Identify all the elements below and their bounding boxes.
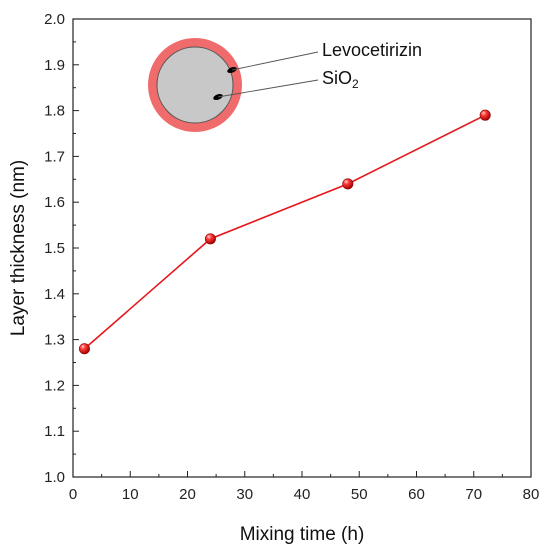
y-tick-label: 1.7 — [44, 148, 65, 165]
y-tick-label: 1.0 — [44, 469, 65, 486]
y-tick-label: 1.1 — [44, 423, 65, 440]
y-tick-label: 1.4 — [44, 286, 65, 303]
shell-label: Levocetirizin — [322, 40, 422, 60]
data-point — [342, 178, 354, 190]
y-tick-label: 1.8 — [44, 103, 65, 120]
series-markers — [78, 109, 491, 355]
y-tick-label: 2.0 — [44, 11, 65, 28]
x-axis-title: Mixing time (h) — [240, 524, 365, 545]
y-axis-title: Layer thickness (nm) — [8, 160, 29, 336]
x-tick-label: 30 — [236, 486, 253, 503]
x-tick-label: 0 — [69, 486, 77, 503]
y-tick-label: 1.6 — [44, 194, 65, 211]
x-tick-label: 20 — [179, 486, 196, 503]
x-tick-label: 10 — [122, 486, 139, 503]
y-tick-label: 1.9 — [44, 57, 65, 74]
y-axis: 1.0 1.1 1.2 1.3 1.4 1.5 1.6 1.7 1.8 1.9 2.0 — [44, 11, 79, 486]
x-tick-label: 70 — [465, 486, 482, 503]
core-label-subscript: 2 — [352, 77, 359, 91]
y-tick-label: 1.2 — [44, 377, 65, 394]
plot-frame — [72, 18, 532, 478]
data-point — [204, 233, 216, 245]
silica-core — [156, 46, 234, 124]
series-line — [83, 114, 486, 350]
y-tick-label: 1.5 — [44, 240, 65, 257]
core-shell-inset: Levocetirizin SiO2 — [148, 38, 422, 132]
core-label: SiO2 — [322, 68, 359, 91]
data-point — [78, 343, 90, 355]
x-tick-label: 60 — [408, 486, 425, 503]
core-label-leader — [217, 79, 319, 98]
data-point — [479, 109, 491, 121]
y-tick-label: 1.3 — [44, 332, 65, 349]
x-tick-label: 40 — [294, 486, 311, 503]
shell-label-leader — [231, 51, 319, 71]
core-label-main: SiO — [322, 68, 352, 88]
x-axis: 0 10 20 30 40 50 60 70 80 — [69, 471, 540, 503]
x-tick-label: 80 — [523, 486, 540, 503]
x-tick-label: 50 — [351, 486, 368, 503]
